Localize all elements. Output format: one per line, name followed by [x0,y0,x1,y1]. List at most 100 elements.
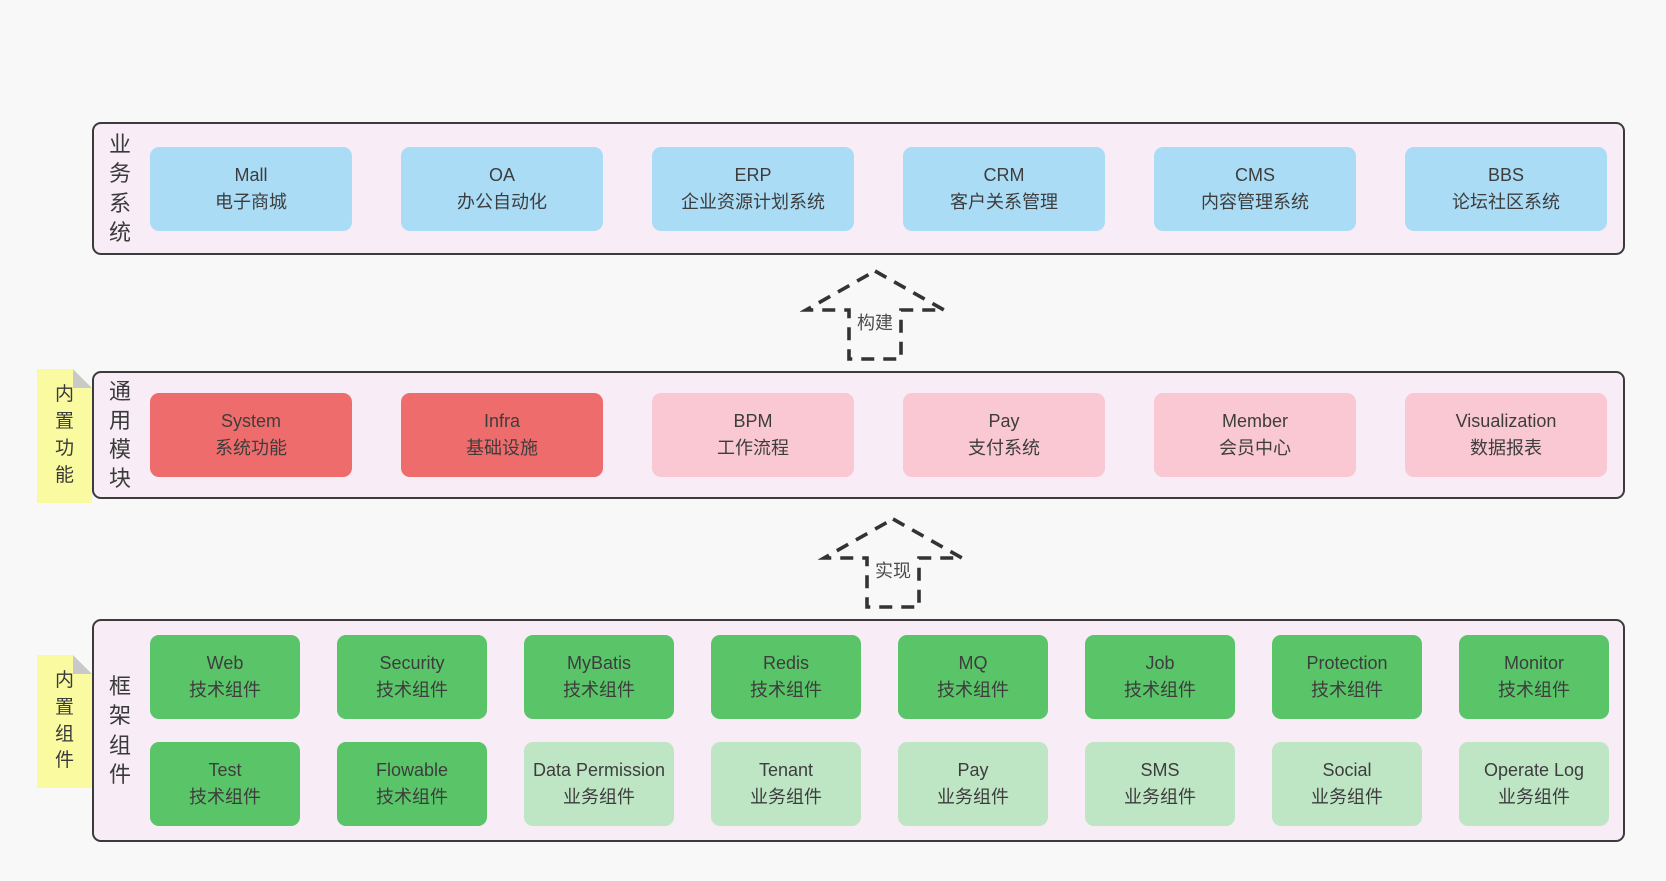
sticky-built-in-features: 内置功能 [37,369,92,503]
box-en-label: Job [1145,653,1175,673]
box-en-label: SMS [1140,760,1180,780]
box-zh-label: 企业资源计划系统 [681,191,825,212]
box-system: System 系统功能 [150,393,352,477]
layer-label-modules: 通用模块 [94,377,146,493]
modules-box-row: System 系统功能 Infra 基础设施 BPM 工作流程 Pay 支付系统… [146,393,1623,477]
box-en-label: Member [1221,411,1288,431]
box-en-label: Tenant [758,760,814,780]
layer-title: 框架组件 [108,674,131,787]
box-en-label: Test [208,760,242,780]
box-en-label: Pay [988,411,1020,431]
box-zh-label: 业务组件 [1311,787,1383,807]
box-redis: Redis 技术组件 [711,635,861,719]
box-en-label: Pay [957,760,989,780]
box-zh-label: 数据报表 [1470,438,1542,458]
box-en-label: Security [379,653,445,673]
components-box-grid: Web 技术组件 Security 技术组件 MyBatis 技术组件 Redi… [146,635,1623,826]
box-bpm: BPM 工作流程 [652,393,854,477]
box-pay-business: Pay 业务组件 [898,742,1048,826]
layer-label-business: 业务系统 [94,130,146,246]
box-en-label: Infra [483,411,521,431]
box-erp: ERP 企业资源计划系统 [652,146,854,231]
box-crm: CRM 客户关系管理 [903,146,1105,231]
box-zh-label: 技术组件 [937,680,1009,700]
business-box-row: Mall 电子商城 OA 办公自动化 ERP 企业资源计划系统 CRM 客户关系… [146,146,1623,231]
box-en-label: System [220,411,281,431]
box-zh-label: 业务组件 [937,787,1009,807]
box-en-label: CMS [1235,164,1275,185]
box-zh-label: 工作流程 [717,438,789,458]
box-zh-label: 技术组件 [189,680,261,700]
box-en-label: Redis [762,653,810,673]
box-en-label: Social [1322,760,1372,780]
components-row-2: Test 技术组件 Flowable 技术组件 Data Permission … [150,742,1609,826]
box-en-label: Data Permission [532,760,666,780]
box-en-label: BPM [733,411,773,431]
box-sms: SMS 业务组件 [1085,742,1235,826]
box-en-label: Mall [234,164,268,185]
box-en-label: Web [206,653,244,673]
box-zh-label: 业务组件 [1124,787,1196,807]
box-en-label: MQ [958,653,988,673]
box-en-label: Flowable [375,760,449,780]
components-row-1: Web 技术组件 Security 技术组件 MyBatis 技术组件 Redi… [150,635,1609,719]
box-protection: Protection 技术组件 [1272,635,1422,719]
layer-business-systems: 业务系统 Mall 电子商城 OA 办公自动化 ERP 企业资源计划系统 CRM… [92,122,1625,255]
box-security: Security 技术组件 [337,635,487,719]
box-zh-label: 业务组件 [1498,787,1570,807]
box-cms: CMS 内容管理系统 [1154,146,1356,231]
arrow-up-icon [800,268,950,361]
box-operate-log: Operate Log 业务组件 [1459,742,1609,826]
layer-title: 业务系统 [108,132,131,245]
box-social: Social 业务组件 [1272,742,1422,826]
sticky-label: 内置组件 [54,669,74,772]
box-mq: MQ 技术组件 [898,635,1048,719]
box-member: Member 会员中心 [1154,393,1356,477]
box-zh-label: 会员中心 [1219,438,1291,458]
box-zh-label: 内容管理系统 [1201,191,1309,212]
box-en-label: Monitor [1503,653,1565,673]
folded-corner-icon [73,655,92,674]
box-test: Test 技术组件 [150,742,300,826]
arrow-up-icon [818,516,968,609]
box-zh-label: 技术组件 [1498,680,1570,700]
layer-framework-components: 框架组件 Web 技术组件 Security 技术组件 MyBatis 技术组件… [92,619,1625,842]
box-flowable: Flowable 技术组件 [337,742,487,826]
box-en-label: CRM [983,164,1025,185]
box-en-label: OA [488,164,515,185]
box-zh-label: 业务组件 [563,787,635,807]
box-mybatis: MyBatis 技术组件 [524,635,674,719]
box-zh-label: 业务组件 [750,787,822,807]
box-zh-label: 技术组件 [1311,680,1383,700]
box-visualization: Visualization 数据报表 [1405,393,1607,477]
box-bbs: BBS 论坛社区系统 [1405,146,1607,231]
box-zh-label: 客户关系管理 [950,191,1058,212]
box-zh-label: 技术组件 [189,787,261,807]
folded-corner-icon [73,369,92,388]
box-monitor: Monitor 技术组件 [1459,635,1609,719]
arrow-build: 构建 [800,268,950,362]
box-en-label: ERP [734,164,772,185]
box-en-label: Protection [1306,653,1388,673]
sticky-built-in-components: 内置组件 [37,655,92,788]
box-zh-label: 技术组件 [563,680,635,700]
box-zh-label: 支付系统 [968,438,1040,458]
sticky-label: 内置功能 [54,384,74,486]
box-en-label: Operate Log [1483,760,1585,780]
box-en-label: BBS [1487,164,1525,185]
box-zh-label: 技术组件 [1124,680,1196,700]
box-zh-label: 技术组件 [376,787,448,807]
box-pay: Pay 支付系统 [903,393,1105,477]
arrow-implement: 实现 [818,516,968,610]
arrow-implement-label: 实现 [872,556,914,584]
box-en-label: MyBatis [566,653,631,673]
box-oa: OA 办公自动化 [401,146,603,231]
box-infra: Infra 基础设施 [401,393,603,477]
box-tenant: Tenant 业务组件 [711,742,861,826]
box-zh-label: 基础设施 [466,438,538,458]
box-job: Job 技术组件 [1085,635,1235,719]
box-web: Web 技术组件 [150,635,300,719]
box-zh-label: 系统功能 [215,438,287,458]
box-data-permission: Data Permission 业务组件 [524,742,674,826]
